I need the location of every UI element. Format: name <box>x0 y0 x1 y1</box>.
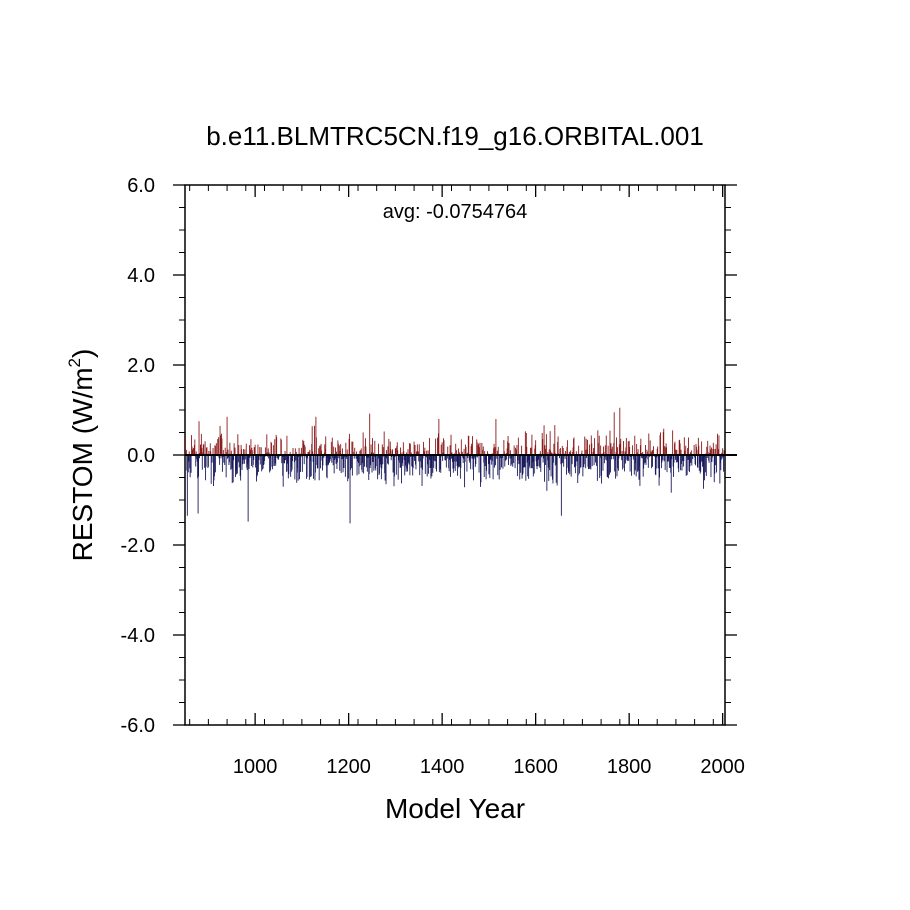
x-tick-label: 1000 <box>233 756 278 778</box>
y-tick-label: 6.0 <box>127 175 155 197</box>
y-axis-title-superscript: 2 <box>65 358 84 367</box>
x-tick-label: 1200 <box>326 756 371 778</box>
y-tick-label: -4.0 <box>121 625 155 647</box>
x-tick-label: 2000 <box>700 756 745 778</box>
y-axis: 6.0 4.0 2.0 0.0 -2.0 -4.0 -6.0 <box>121 175 737 737</box>
chart-title: b.e11.BLMTRC5CN.f19_g16.ORBITAL.001 <box>206 121 704 151</box>
y-tick-label: 4.0 <box>127 265 155 287</box>
y-axis-title-main: RESTOM (W/m <box>67 367 98 561</box>
x-axis: 1000 1200 1400 1600 1800 2000 <box>189 185 745 778</box>
y-tick-label: -2.0 <box>121 535 155 557</box>
x-tick-label: 1800 <box>607 756 652 778</box>
plot-area <box>184 184 737 726</box>
data-bars <box>184 407 726 524</box>
average-annotation: avg: -0.0754764 <box>383 201 528 223</box>
x-tick-label: 1400 <box>420 756 465 778</box>
y-axis-title: RESTOM (W/m2) <box>65 349 98 562</box>
x-tick-label: 1600 <box>513 756 558 778</box>
x-axis-title: Model Year <box>385 793 525 824</box>
y-tick-label: -6.0 <box>121 715 155 737</box>
y-tick-label: 2.0 <box>127 355 155 377</box>
y-axis-title-close: ) <box>67 349 98 358</box>
y-tick-label: 0.0 <box>127 445 155 467</box>
